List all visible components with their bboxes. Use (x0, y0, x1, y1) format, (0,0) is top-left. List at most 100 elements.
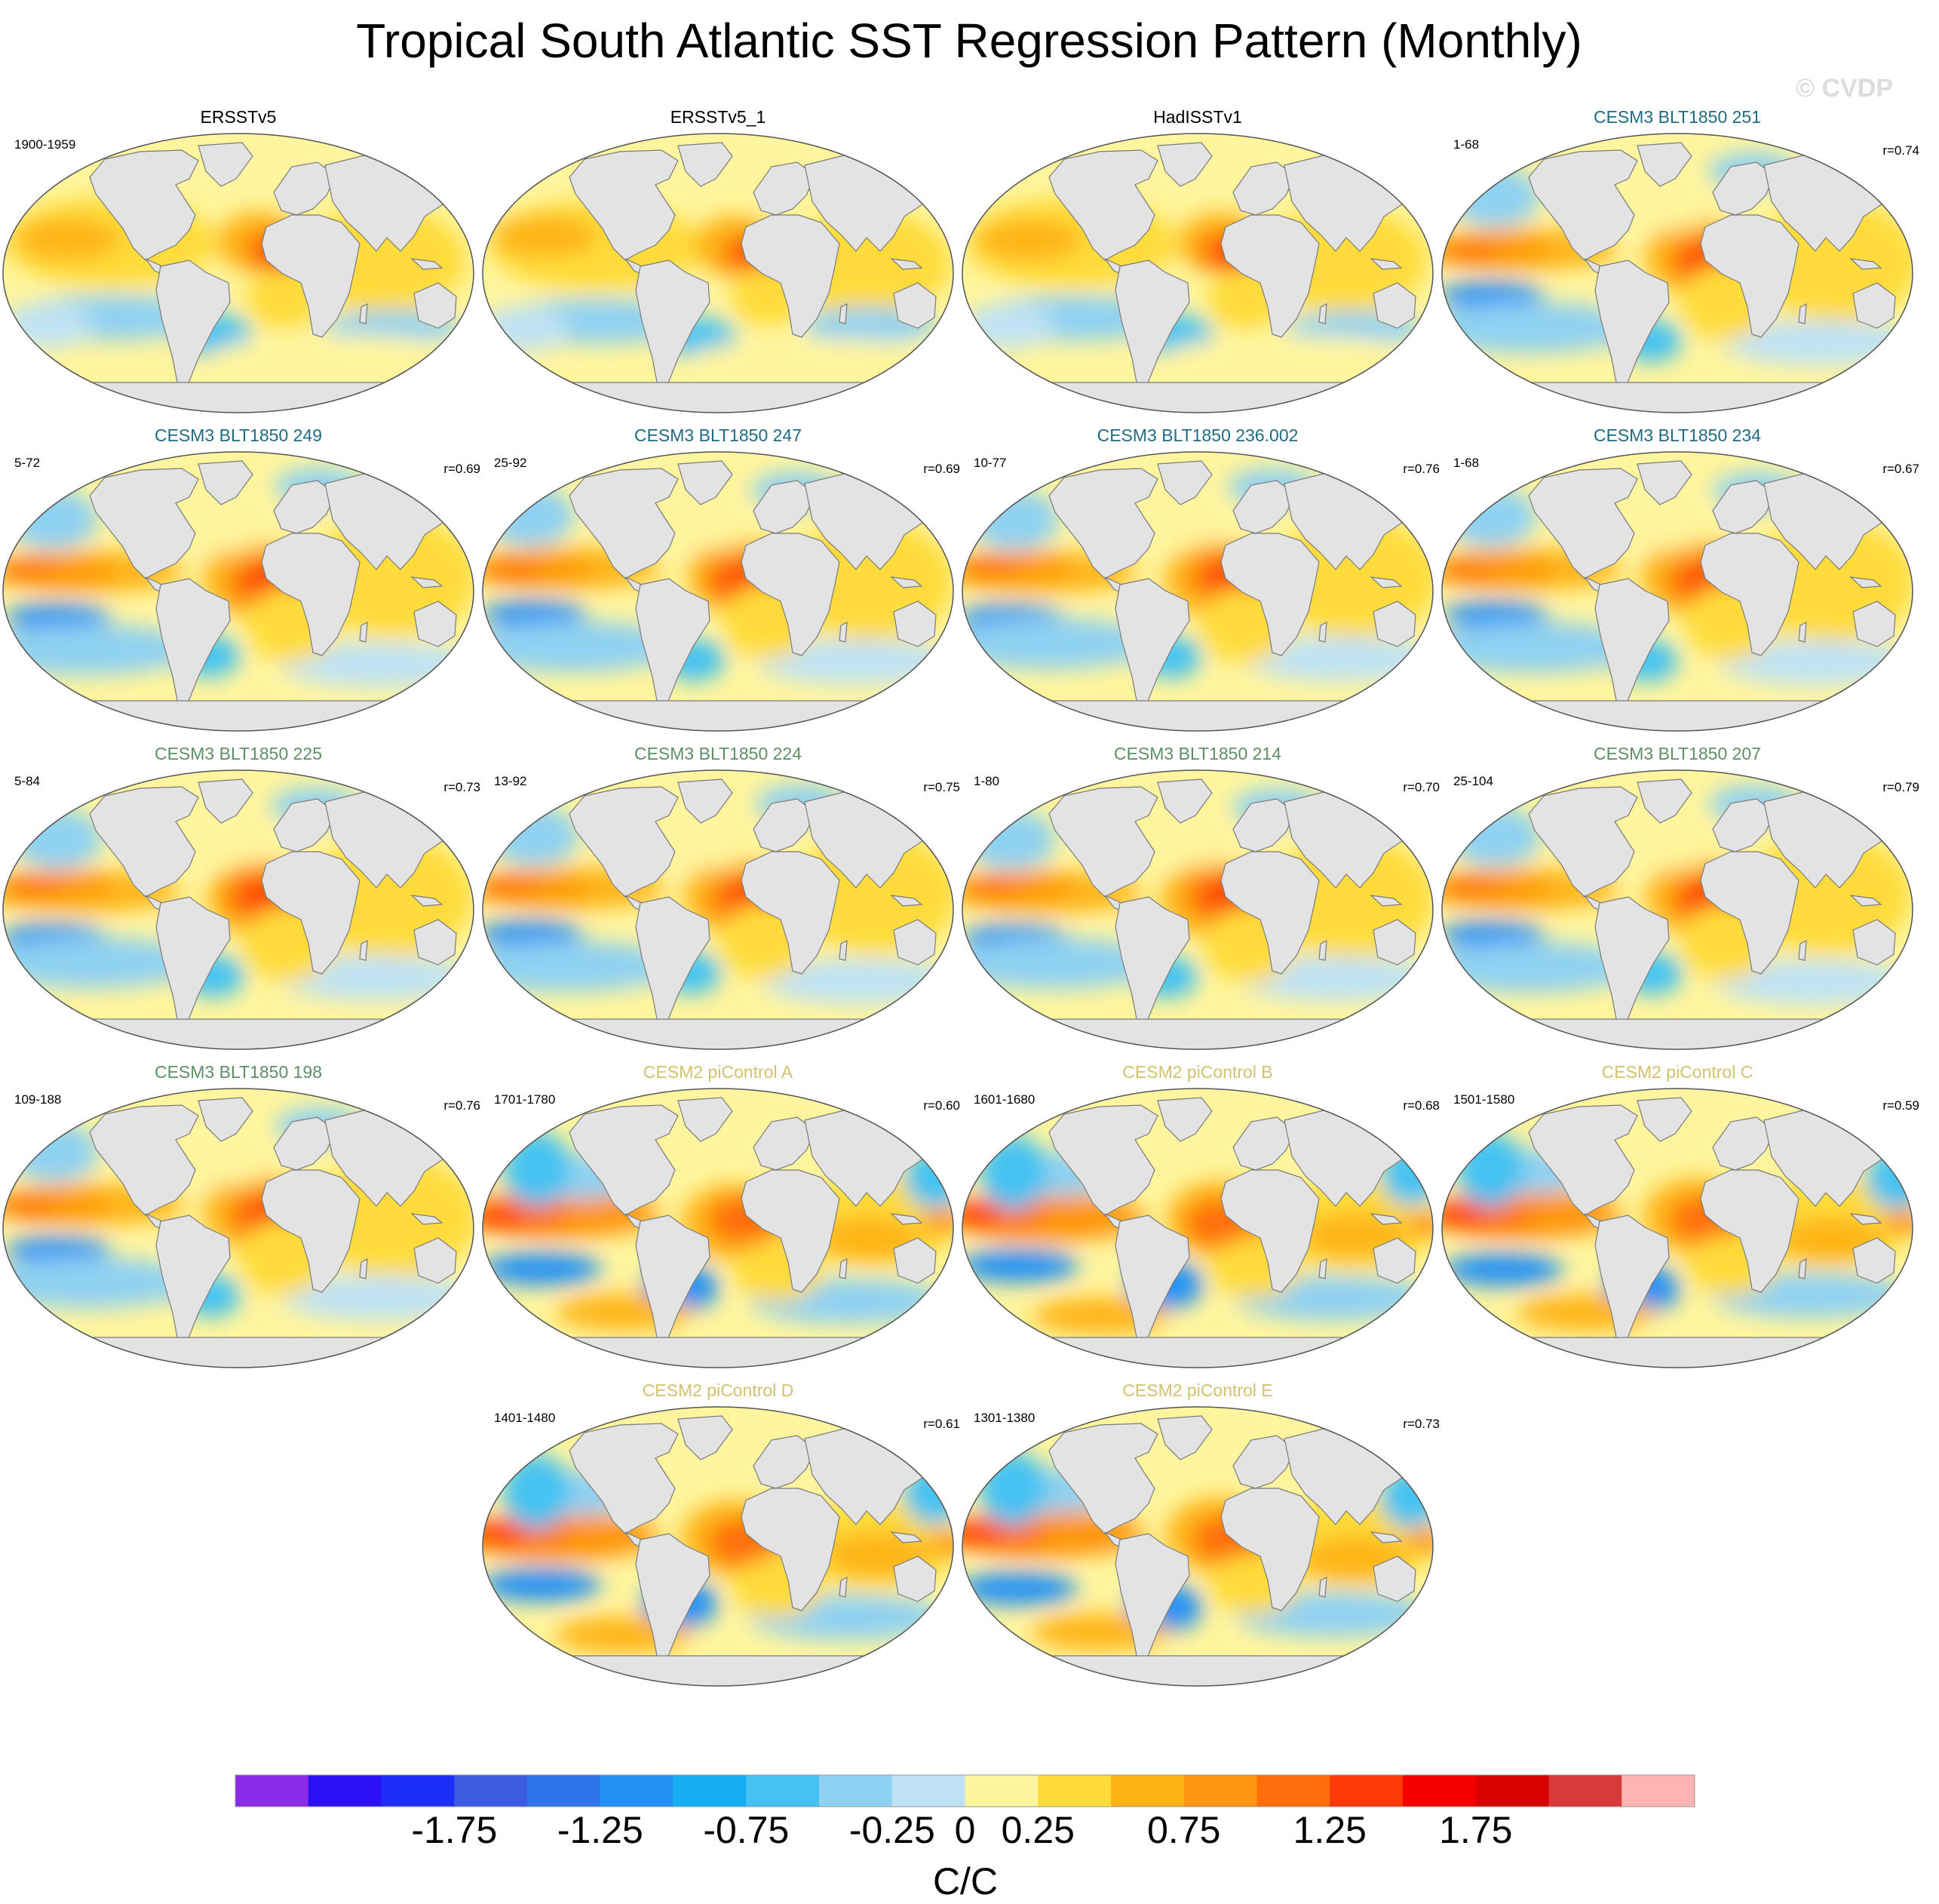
panel-correlation: r=0.60 (923, 1098, 960, 1113)
colorbar-swatch (891, 1775, 965, 1807)
colorbar-swatch (308, 1775, 382, 1807)
map-panel: HadISSTv1 (962, 107, 1434, 413)
anomaly-blob (664, 503, 754, 548)
panel-title: CESM2 piControl B (1122, 1062, 1272, 1082)
colorbar-tick: 0.25 (1002, 1809, 1075, 1851)
panel-title: CESM2 piControl D (643, 1380, 794, 1400)
panel-period: 10-77 (974, 456, 1006, 470)
panel-title: CESM2 piControl C (1602, 1062, 1753, 1082)
anomaly-blob (8, 489, 98, 549)
map-panel: CESM2 piControl B 1601-1680 r=0.68 (962, 1062, 1440, 1368)
map-panel: CESM2 piControl D 1401-1480 r=0.61 (482, 1380, 960, 1687)
colorbar-tick: -1.25 (557, 1809, 643, 1851)
anomaly-blob (492, 215, 597, 257)
anomaly-blob (1450, 167, 1540, 227)
map-panel: CESM3 BLT1850 225 5-84 r=0.73 (2, 744, 480, 1050)
colorbar-boxes (235, 1774, 1695, 1807)
colorbar: -1.75 -1.25 -0.75 -0.25 0 0.25 0.75 1.25 1.75 C/… (235, 1774, 1695, 1902)
anomaly-blob (179, 506, 269, 551)
panel-period: 5-84 (14, 774, 40, 788)
panel-period: 1601-1680 (974, 1092, 1035, 1107)
panel-correlation: r=0.76 (1403, 462, 1440, 476)
colorbar-tick: -0.75 (703, 1809, 789, 1851)
panel-period: 13-92 (494, 774, 526, 788)
anomaly-blob (962, 618, 1155, 669)
sst-field (3, 134, 474, 413)
anomaly-blob (979, 1451, 1047, 1526)
panel-correlation: r=0.70 (1403, 780, 1440, 794)
sst-field (962, 134, 1433, 413)
sst-field (1442, 1089, 1913, 1368)
colorbar-swatch (1256, 1775, 1330, 1807)
map-outline (2, 451, 474, 732)
map-panel: CESM3 BLT1850 214 1-80 r=0.70 (962, 744, 1440, 1050)
colorbar-units: C/C (933, 1860, 998, 1902)
sst-field (3, 1089, 474, 1368)
colorbar-tick: -0.25 (849, 1809, 935, 1851)
anomaly-blob (962, 560, 1020, 578)
colorbar-tick: -1.75 (411, 1809, 497, 1851)
map-panel: CESM2 piControl E 1301-1380 r=0.73 (962, 1380, 1440, 1687)
panel-period: 109-188 (14, 1092, 61, 1107)
sst-field (483, 134, 953, 413)
colorbar-swatch (965, 1775, 1039, 1807)
anomaly-blob (3, 879, 63, 897)
map-outline (2, 133, 474, 413)
anomaly-blob (483, 563, 543, 581)
watermark: © CVDP (1796, 74, 1893, 103)
sst-field (962, 1089, 1433, 1368)
map-outline (482, 133, 954, 413)
map-outline (482, 451, 954, 732)
anomaly-blob (483, 1568, 601, 1602)
anomaly-blob (179, 1139, 270, 1184)
panel-period: 25-104 (1453, 774, 1493, 788)
panel-correlation: r=0.76 (443, 1098, 480, 1113)
panel-correlation: r=0.67 (1882, 462, 1919, 476)
map-panel: CESM3 BLT1850 236.002 10-77 r=0.76 (962, 425, 1440, 732)
anomaly-blob (1621, 184, 1711, 229)
anomaly-blob (1242, 636, 1433, 681)
anomaly-blob (929, 1532, 953, 1556)
anomaly-blob (1883, 1210, 1913, 1234)
map-outline (962, 451, 1434, 732)
panel-title: CESM3 BLT1850 225 (155, 744, 322, 763)
colorbar-swatch (235, 1775, 309, 1807)
colorbar-swatch (819, 1775, 893, 1807)
anomaly-blob (503, 1131, 571, 1206)
map-panel: CESM3 BLT1850 249 5-72 r=0.69 (2, 425, 480, 732)
anomaly-blob (965, 809, 1056, 870)
anomaly-blob (483, 1208, 527, 1229)
anomaly-blob (3, 1199, 59, 1217)
anomaly-blob (183, 819, 274, 864)
anomaly-blob (483, 876, 539, 894)
map-outline (482, 769, 954, 1050)
anomaly-blob (660, 823, 750, 868)
panel-grid: ERSSTv5 1900-1959 ERSSTv5_1 HadISSTv1 CESM3 … (2, 107, 1919, 1687)
panel-period: 1-80 (974, 774, 999, 788)
map-panel: CESM3 BLT1850 207 25-104 r=0.79 (1441, 744, 1919, 1050)
panel-period: 1401-1480 (494, 1411, 555, 1425)
panel-correlation: r=0.69 (443, 462, 480, 476)
anomaly-blob (483, 1252, 602, 1285)
anomaly-blob (980, 1135, 1048, 1210)
panel-correlation: r=0.79 (1882, 780, 1919, 794)
anomaly-blob (1140, 500, 1231, 545)
panel-correlation: r=0.68 (1403, 1098, 1440, 1113)
panel-correlation: r=0.69 (923, 462, 960, 476)
anomaly-blob (1442, 921, 1544, 948)
map-panel: CESM3 BLT1850 198 109-188 r=0.76 (2, 1062, 480, 1368)
anomaly-blob (3, 302, 93, 348)
anomaly-blob (3, 937, 198, 988)
sst-field (483, 1407, 953, 1686)
figure-title: Tropical South Atlantic SST Regression P… (356, 14, 1582, 68)
map-outline (1441, 1088, 1913, 1368)
map-panel: CESM2 piControl A 1701-1780 r=0.60 (482, 1062, 960, 1368)
colorbar-tick: 0.75 (1147, 1809, 1220, 1851)
anomaly-blob (1450, 806, 1541, 867)
map-outline (482, 1406, 954, 1687)
colorbar-swatch (1621, 1775, 1695, 1807)
colorbar-tick: 0 (955, 1809, 976, 1851)
map-panel: CESM3 BLT1850 247 25-92 r=0.69 (482, 425, 960, 732)
panel-title: CESM2 piControl A (643, 1062, 793, 1082)
map-panel: ERSSTv5 1900-1959 (2, 107, 474, 413)
